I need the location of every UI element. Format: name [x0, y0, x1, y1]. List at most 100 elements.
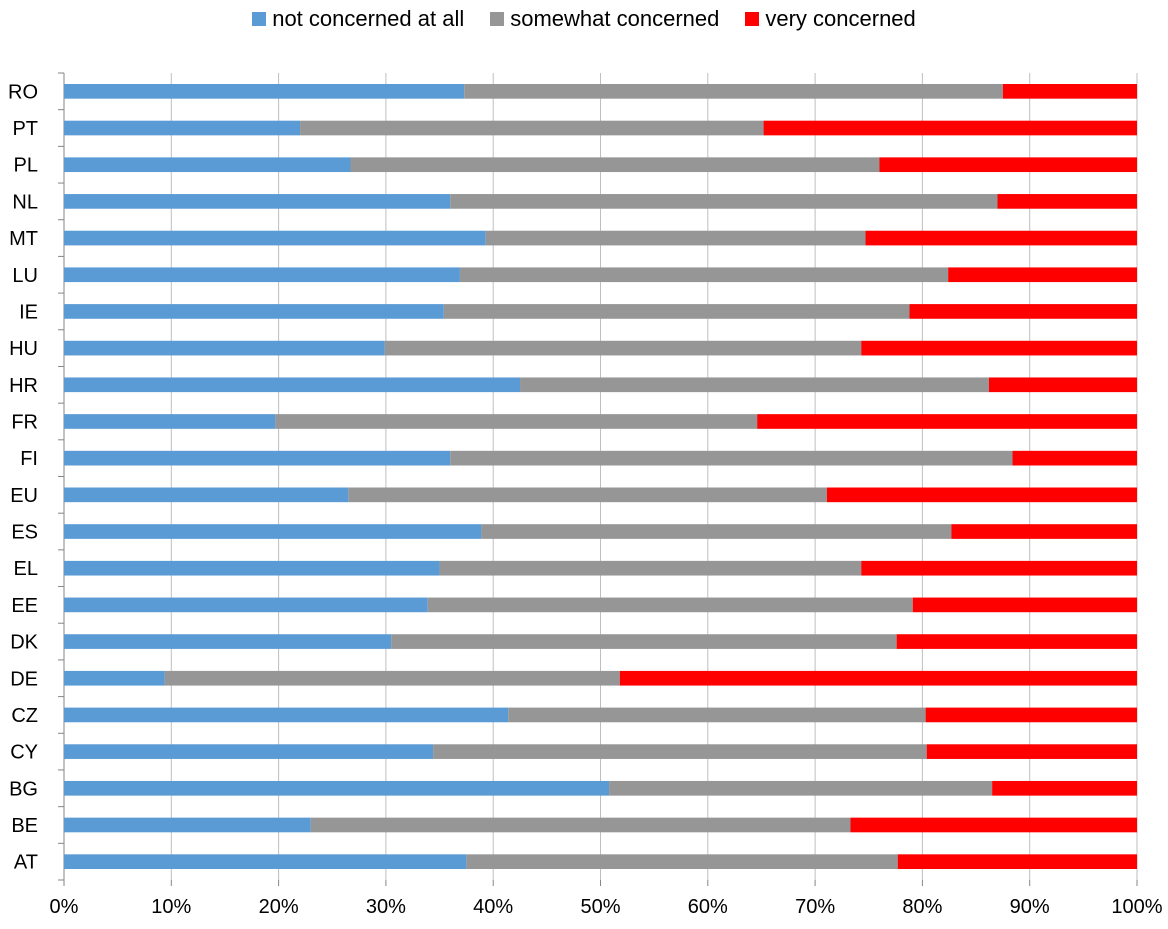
bar-lu-series-2	[459, 267, 949, 283]
bar-ee-series-3	[912, 597, 1137, 613]
y-tick-label-cz: CZ	[11, 705, 38, 727]
bar-es-series-1	[64, 524, 482, 539]
y-tick-label-fi: FI	[20, 448, 38, 470]
x-tick-label: 10%	[151, 896, 191, 918]
y-tick-label-cy: CY	[10, 742, 38, 764]
bar-cz-series-3	[925, 707, 1137, 723]
x-tick-label: 80%	[902, 896, 942, 918]
bar-cy-series-3	[926, 744, 1137, 759]
bar-ee-series-1	[64, 597, 428, 613]
bar-dk-series-1	[64, 634, 392, 649]
bar-ie-series-2	[443, 304, 910, 319]
y-tick-label-el: EL	[14, 558, 38, 580]
bar-cy-series-2	[433, 744, 927, 759]
bar-nl-series-2	[450, 194, 998, 209]
bar-fr-series-3	[757, 414, 1137, 429]
bar-mt-series-3	[865, 230, 1137, 246]
bar-eu-series-3	[826, 487, 1137, 503]
bar-ro-series-2	[464, 84, 1003, 99]
y-tick-label-hu: HU	[9, 338, 38, 360]
bar-bg-series-3	[992, 780, 1137, 796]
bar-ro-series-1	[64, 84, 465, 99]
x-tick-label: 60%	[688, 896, 728, 918]
x-tick-label: 70%	[795, 896, 835, 918]
bar-ie-series-1	[64, 304, 444, 319]
bar-lu-series-1	[64, 267, 460, 283]
bar-de-series-3	[619, 670, 1137, 686]
bar-nl-series-1	[64, 194, 451, 209]
x-tick-label: 90%	[1010, 896, 1050, 918]
y-tick-label-ro: RO	[8, 81, 38, 103]
bar-lu-series-3	[948, 267, 1137, 283]
bar-cy-series-1	[64, 744, 434, 759]
bar-cz-series-2	[508, 707, 926, 723]
bar-ro-series-3	[1002, 84, 1137, 99]
bar-pl-series-2	[350, 157, 880, 173]
bar-ie-series-3	[909, 304, 1137, 319]
y-tick-label-at: AT	[14, 852, 38, 874]
legend-label-somewhat-concerned: somewhat concerned	[510, 6, 720, 31]
bar-hu-series-3	[861, 340, 1137, 356]
y-tick-label-fr: FR	[11, 411, 38, 433]
y-tick-label-lu: LU	[12, 265, 38, 287]
legend-item-somewhat-concerned: somewhat concerned	[490, 6, 719, 32]
legend-item-not-concerned: not concerned at all	[252, 6, 464, 32]
bar-es-series-3	[951, 524, 1137, 539]
y-tick-label-hr: HR	[9, 375, 38, 397]
legend-item-very-concerned: very concerned	[745, 6, 916, 32]
bar-ee-series-2	[427, 597, 913, 613]
y-tick-label-de: DE	[10, 668, 38, 690]
bar-fr-series-1	[64, 414, 276, 429]
bar-hr-series-2	[520, 377, 989, 393]
bar-hu-series-1	[64, 340, 385, 356]
y-tick-label-eu: EU	[10, 485, 38, 507]
bar-at-series-1	[64, 854, 467, 869]
bar-pt-series-2	[300, 120, 764, 136]
bar-cz-series-1	[64, 707, 509, 723]
bar-pl-series-3	[879, 157, 1137, 173]
bar-fr-series-2	[275, 414, 758, 429]
bar-hu-series-2	[384, 340, 862, 356]
y-tick-label-bg: BG	[9, 778, 38, 800]
y-tick-label-be: BE	[11, 815, 38, 837]
legend-swatch-not-concerned	[252, 12, 267, 26]
bar-el-series-3	[861, 560, 1137, 576]
bar-pl-series-1	[64, 157, 351, 173]
bar-be-series-3	[850, 817, 1137, 833]
y-tick-label-pl: PL	[14, 155, 38, 177]
legend: not concerned at all somewhat concerned …	[0, 4, 1168, 34]
bar-el-series-1	[64, 560, 440, 576]
y-tick-label-nl: NL	[12, 191, 38, 213]
legend-swatch-somewhat-concerned	[490, 12, 505, 26]
legend-label-not-concerned: not concerned at all	[272, 6, 465, 31]
legend-label-very-concerned: very concerned	[765, 6, 916, 31]
y-tick-label-pt: PT	[12, 118, 38, 140]
bar-de-series-2	[164, 670, 620, 686]
bar-de-series-1	[64, 670, 165, 686]
bar-hr-series-3	[988, 377, 1137, 393]
bar-mt-series-1	[64, 230, 486, 246]
bar-dk-series-2	[391, 634, 897, 649]
bar-el-series-2	[439, 560, 862, 576]
bar-pt-series-1	[64, 120, 301, 136]
y-tick-label-mt: MT	[9, 228, 38, 250]
bar-mt-series-2	[485, 230, 866, 246]
bar-dk-series-3	[896, 634, 1137, 649]
bar-fi-series-1	[64, 450, 451, 466]
bar-bg-series-2	[609, 780, 993, 796]
bar-fi-series-2	[450, 450, 1013, 466]
x-tick-label: 100%	[1111, 896, 1162, 918]
bar-nl-series-3	[997, 194, 1137, 209]
y-tick-label-dk: DK	[10, 632, 38, 654]
bar-be-series-1	[64, 817, 311, 833]
x-tick-label: 50%	[580, 896, 620, 918]
y-tick-label-es: ES	[11, 522, 38, 544]
bar-at-series-2	[466, 854, 898, 869]
bar-fi-series-3	[1012, 450, 1137, 466]
bar-es-series-2	[481, 524, 952, 539]
bar-eu-series-1	[64, 487, 349, 503]
y-tick-label-ie: IE	[19, 301, 38, 323]
x-tick-label: 30%	[366, 896, 406, 918]
bar-hr-series-1	[64, 377, 521, 393]
